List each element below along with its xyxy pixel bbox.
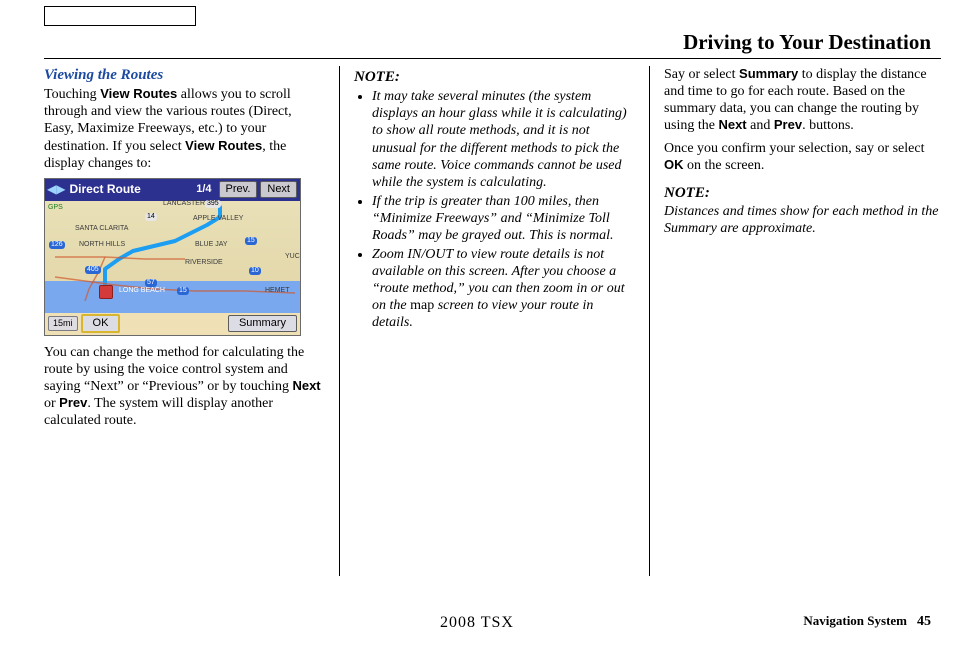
page-title: Driving to Your Destination: [683, 30, 931, 55]
bold-prev-c3: Prev: [774, 117, 802, 132]
town-yuc: YUC: [285, 253, 300, 262]
footer-page-number: 45: [907, 614, 931, 629]
bold-view-routes-1: View Routes: [100, 86, 177, 101]
top-empty-box: [44, 6, 196, 26]
text: Touching: [44, 87, 100, 102]
column-3: Say or select Summary to display the dis…: [649, 66, 941, 576]
col3-paragraph-2: Once you confirm your selection, say or …: [664, 140, 941, 174]
bold-next-c3: Next: [718, 117, 746, 132]
shield-15a: 15: [177, 287, 189, 296]
map-arrows-icon: ◀▶: [45, 182, 67, 197]
note-bullets: It may take several minutes (the system …: [354, 88, 631, 331]
bold-ok: OK: [664, 157, 684, 172]
footer-right: Navigation System45: [803, 613, 931, 630]
col1-paragraph-2: You can change the method for calculatin…: [44, 344, 321, 429]
bold-next: Next: [292, 378, 320, 393]
text: Say or select: [664, 67, 739, 82]
note-bullet-3: Zoom IN/OUT to view route details is not…: [372, 246, 631, 331]
town-blue-jay: BLUE JAY: [195, 241, 228, 250]
text: You can change the method for calculatin…: [44, 345, 304, 394]
shield-395: 395: [205, 200, 221, 209]
column-2: NOTE: It may take several minutes (the s…: [339, 66, 631, 576]
text: Once you confirm your selection, say or …: [664, 141, 924, 156]
shield-126: 126: [49, 241, 65, 250]
shield-405: 405: [85, 266, 101, 275]
town-santa-clarita: SANTA CLARITA: [75, 225, 128, 234]
town-apple-valley: APPLE VALLEY: [193, 215, 243, 224]
text: and: [747, 118, 774, 133]
map-header-bar: ◀▶ Direct Route 1/4 Prev. Next: [45, 179, 300, 201]
map-prev-button[interactable]: Prev.: [219, 181, 258, 198]
destination-marker: [99, 285, 113, 299]
col1-paragraph-1: Touching View Routes allows you to scrol…: [44, 86, 321, 171]
map-route-name: Direct Route: [67, 182, 140, 197]
text: on the screen.: [684, 158, 765, 173]
column-1: Viewing the Routes Touching View Routes …: [44, 66, 321, 576]
route-polyline: [45, 201, 300, 313]
map-next-button[interactable]: Next: [260, 181, 297, 198]
bold-summary: Summary: [739, 66, 798, 81]
map-screenshot: ◀▶ Direct Route 1/4 Prev. Next GPS: [44, 178, 301, 336]
note-bullet-2: If the trip is greater than 100 miles, t…: [372, 193, 631, 244]
town-riverside: RIVERSIDE: [185, 259, 223, 268]
map-scale-label: 15mi: [48, 316, 78, 331]
town-north-hills: NORTH HILLS: [79, 241, 125, 250]
map-canvas[interactable]: GPS LANCASTER APPLE VALLEY SANTA CLARITA…: [45, 201, 300, 313]
text: or: [44, 396, 59, 411]
map-word: map: [410, 298, 434, 313]
col3-paragraph-1: Say or select Summary to display the dis…: [664, 66, 941, 134]
map-route-count: 1/4: [192, 183, 215, 196]
town-lancaster: LANCASTER: [163, 200, 205, 209]
town-long-beach: LONG BEACH: [119, 287, 165, 296]
shield-14: 14: [145, 213, 157, 222]
map-footer: 15mi OK Summary: [45, 313, 300, 335]
title-divider: [44, 58, 941, 59]
town-hemet: HEMET: [265, 287, 290, 296]
map-gps-label: GPS: [48, 204, 63, 213]
bold-view-routes-2: View Routes: [185, 138, 262, 153]
map-summary-button[interactable]: Summary: [228, 315, 297, 332]
shield-10: 10: [249, 267, 261, 276]
text: . buttons.: [802, 118, 854, 133]
shield-57: 57: [145, 279, 157, 288]
map-ok-button[interactable]: OK: [81, 314, 121, 333]
note-bullet-1: It may take several minutes (the system …: [372, 88, 631, 190]
col3-note-body: Distances and times show for each method…: [664, 203, 941, 237]
note-heading-col2: NOTE:: [354, 68, 631, 86]
note-heading-col3: NOTE:: [664, 184, 941, 202]
section-heading-viewing-routes: Viewing the Routes: [44, 66, 321, 84]
content-columns: Viewing the Routes Touching View Routes …: [44, 66, 941, 576]
bold-prev: Prev: [59, 395, 87, 410]
footer-label: Navigation System: [803, 613, 907, 628]
shield-15b: 15: [245, 237, 257, 246]
